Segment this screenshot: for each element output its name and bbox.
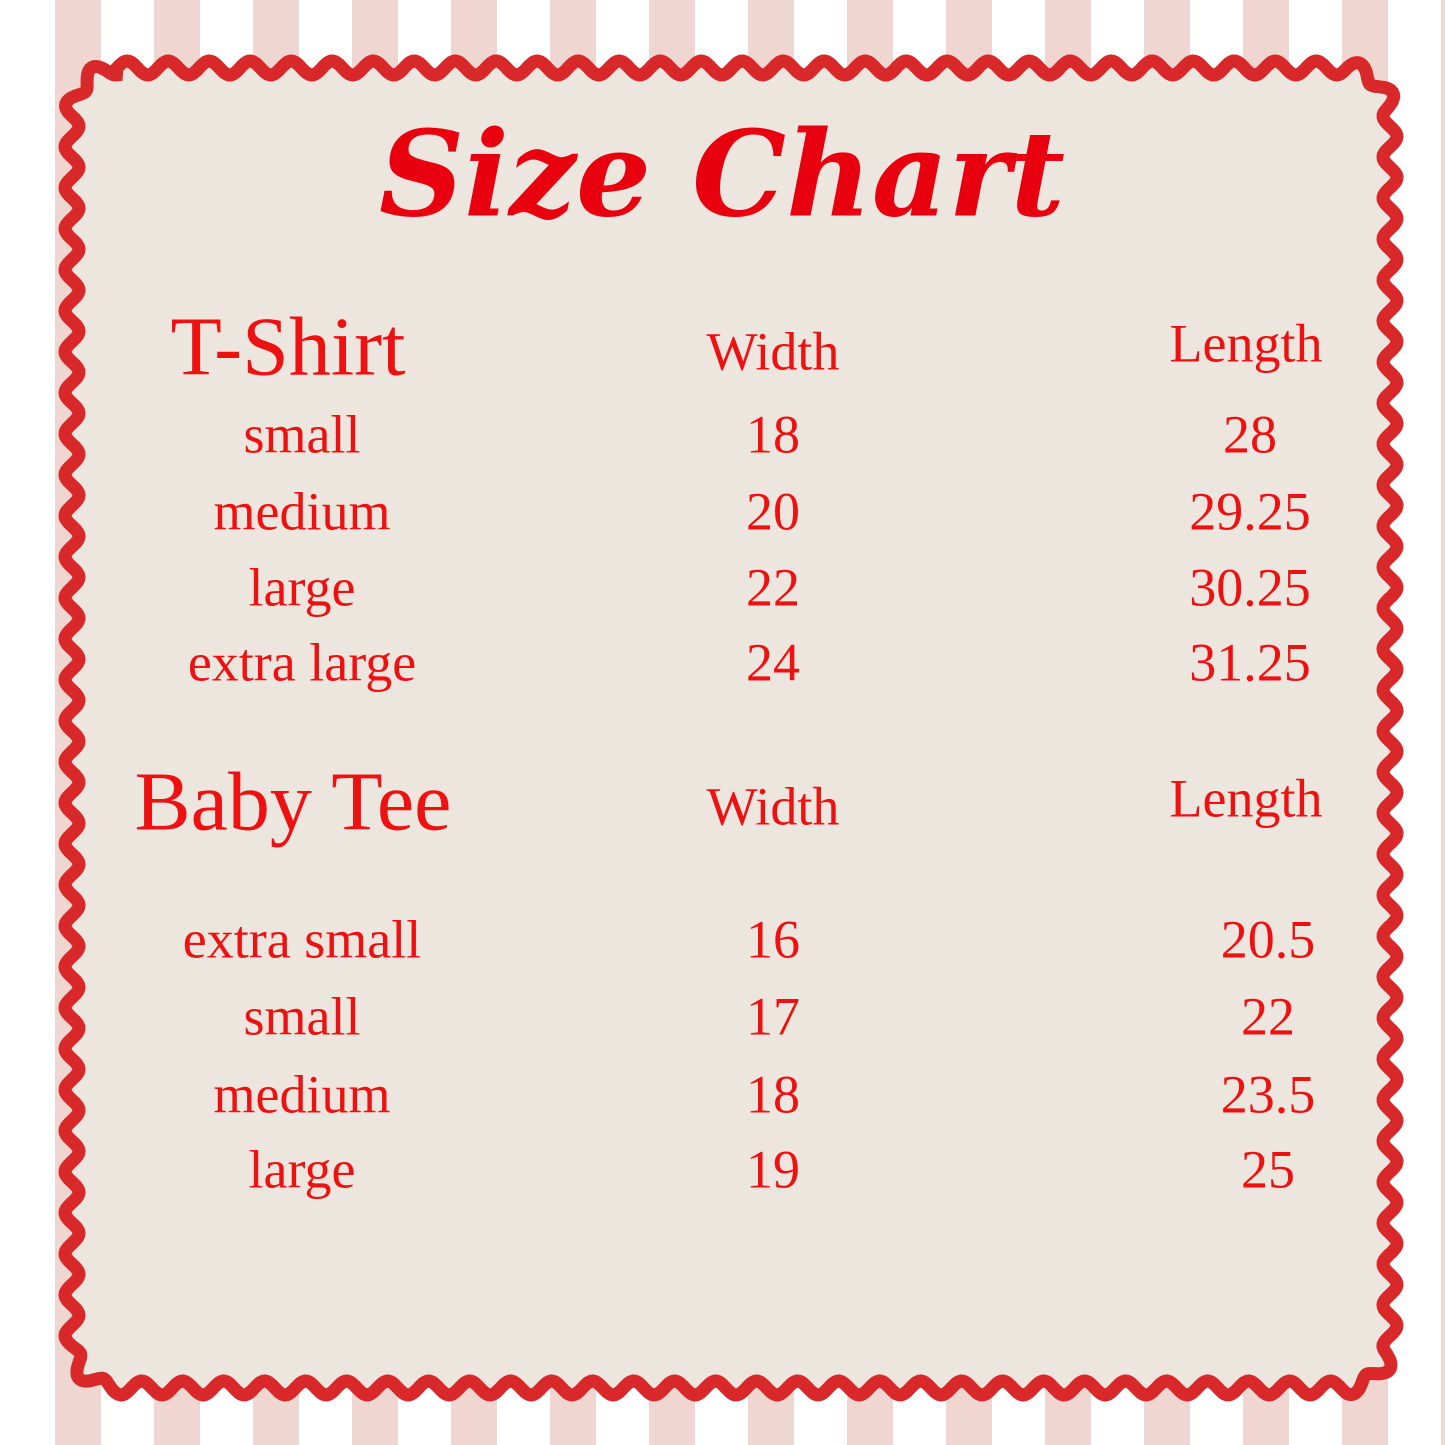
size-value: 18 xyxy=(746,404,800,464)
size-value: 31.25 xyxy=(1189,632,1311,692)
scalloped-card xyxy=(58,54,1404,1402)
size-value: 17 xyxy=(746,986,800,1046)
column-header: Length xyxy=(1170,313,1323,373)
size-value: 22 xyxy=(746,557,800,617)
size-name: medium xyxy=(214,481,391,541)
size-value: 30.25 xyxy=(1189,557,1311,617)
title: Size Chart xyxy=(379,105,1065,244)
size-name: small xyxy=(244,404,361,464)
size-name: extra large xyxy=(188,632,416,692)
size-name: medium xyxy=(214,1064,391,1124)
size-name: large xyxy=(249,1139,356,1199)
column-header: Length xyxy=(1170,768,1323,828)
size-name: extra small xyxy=(183,909,421,969)
size-value: 20.5 xyxy=(1221,909,1316,969)
size-value: 24 xyxy=(746,632,800,692)
size-name: small xyxy=(244,986,361,1046)
size-value: 16 xyxy=(746,909,800,969)
size-value: 19 xyxy=(746,1139,800,1199)
stripe xyxy=(1441,0,1445,1445)
size-value: 28 xyxy=(1223,404,1277,464)
section-title: Baby Tee xyxy=(135,755,452,848)
size-value: 20 xyxy=(746,481,800,541)
size-value: 18 xyxy=(746,1064,800,1124)
column-header: Width xyxy=(707,321,840,381)
size-name: large xyxy=(249,557,356,617)
size-value: 29.25 xyxy=(1189,481,1311,541)
column-header: Width xyxy=(707,776,840,836)
section-title: T-Shirt xyxy=(171,300,406,393)
tables: T-Shirt Width Length small 18 28 medium 20 29.25… xyxy=(135,300,1323,1199)
size-value: 25 xyxy=(1241,1139,1295,1199)
size-value: 23.5 xyxy=(1221,1064,1316,1124)
size-value: 22 xyxy=(1241,986,1295,1046)
